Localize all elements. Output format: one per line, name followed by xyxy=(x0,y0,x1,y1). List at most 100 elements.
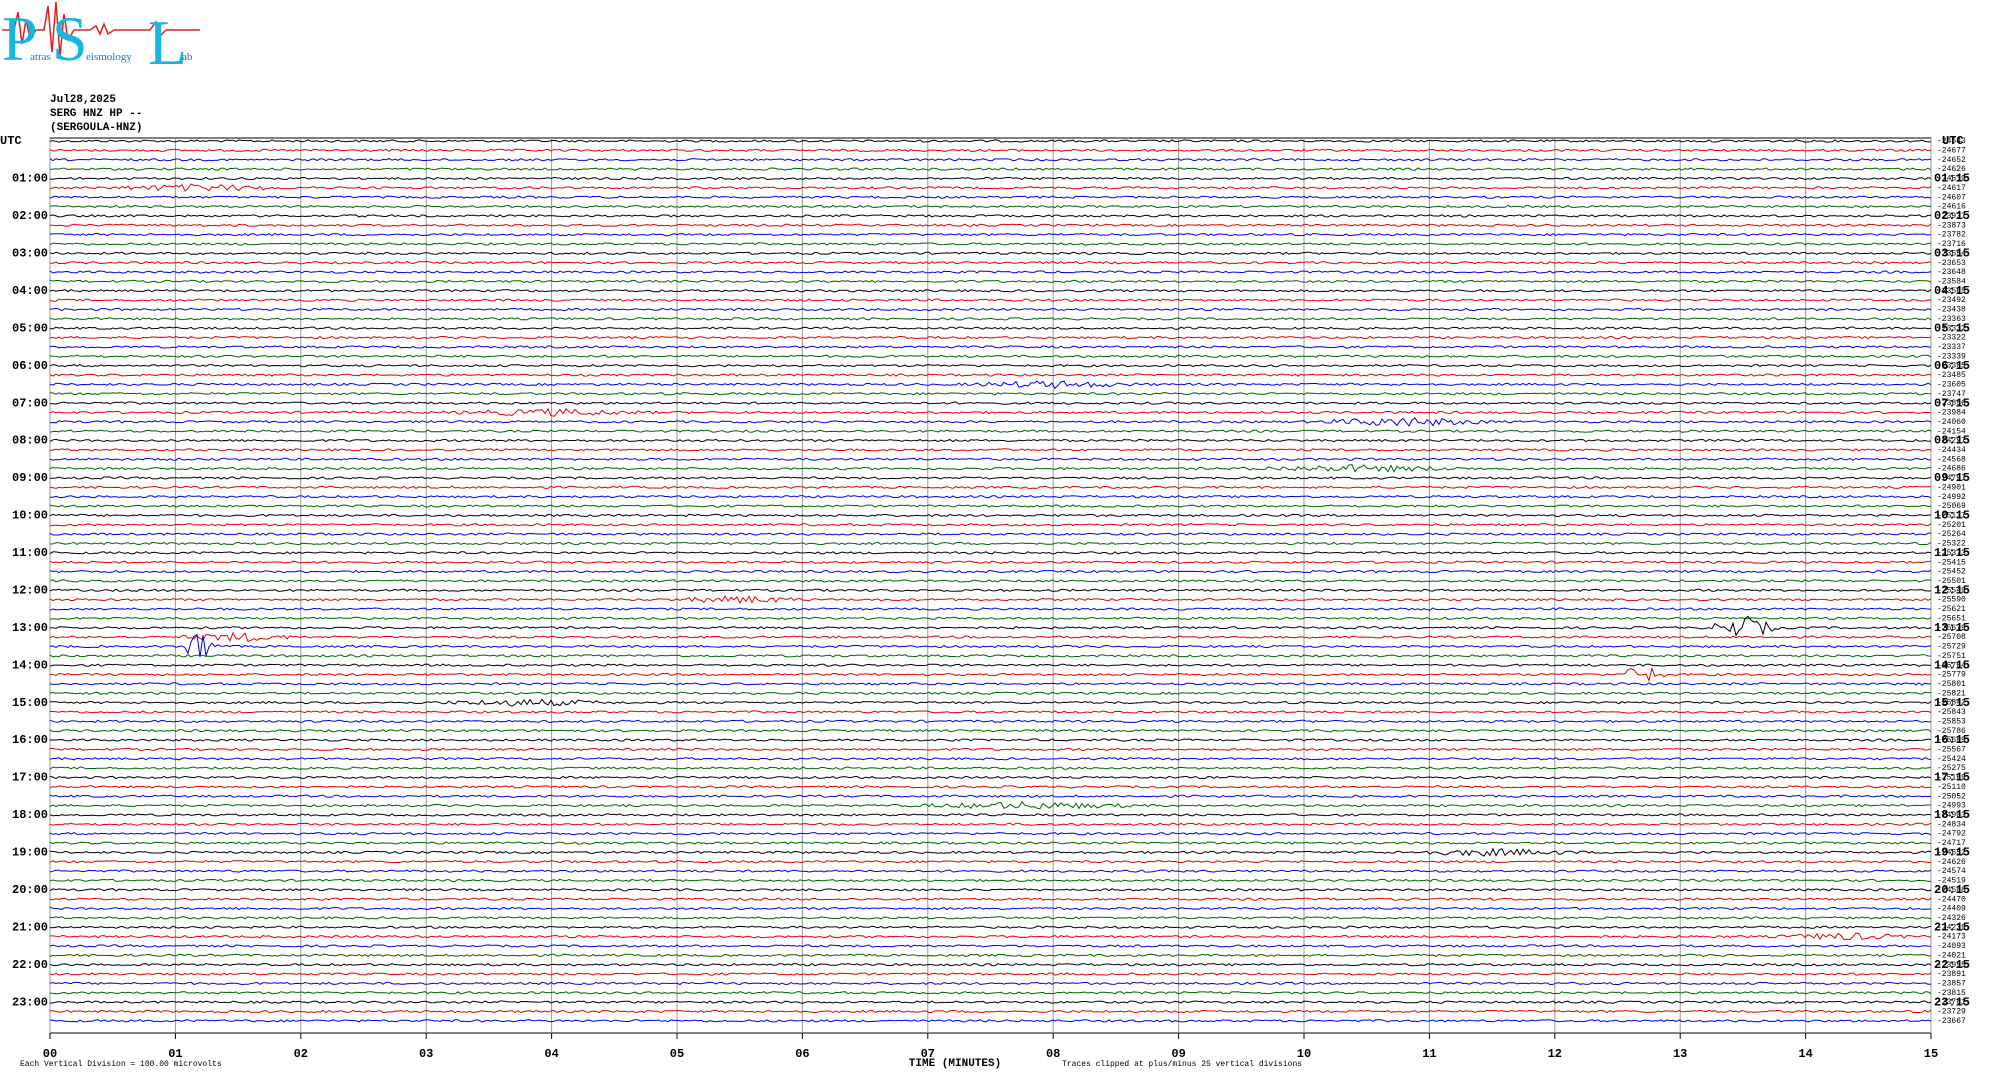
left-hour-label: 04:00 xyxy=(12,284,48,298)
trace xyxy=(49,878,1932,883)
x-tick-label: 04 xyxy=(544,1047,558,1061)
left-hour-label: 01:00 xyxy=(12,172,48,186)
trace xyxy=(49,813,1932,817)
trace xyxy=(49,326,1932,330)
right-hour-label: 15:15 xyxy=(1934,696,1970,710)
offset-label: -24626 xyxy=(1937,858,1966,867)
trace xyxy=(49,595,1932,604)
right-hour-label: 18:15 xyxy=(1934,808,1970,822)
trace xyxy=(49,1009,1932,1014)
offset-label: -24093 xyxy=(1937,942,1966,951)
trace xyxy=(49,214,1932,218)
x-tick-label: 08 xyxy=(1046,1047,1060,1061)
x-tick-label: 15 xyxy=(1924,1047,1938,1061)
offset-label: -23984 xyxy=(1937,409,1966,418)
offset-label: -23716 xyxy=(1937,240,1966,249)
trace xyxy=(49,633,1932,658)
offset-label: -23337 xyxy=(1937,343,1966,352)
offset-label: -25052 xyxy=(1937,792,1966,801)
trace xyxy=(49,822,1932,826)
left-hour-label: 05:00 xyxy=(12,321,48,335)
trace xyxy=(50,223,1932,227)
x-tick-label: 02 xyxy=(294,1047,308,1061)
trace xyxy=(49,158,1932,162)
offset-label: -23653 xyxy=(1937,259,1966,268)
logo-word: eismology xyxy=(86,51,132,63)
traces xyxy=(49,139,1932,1023)
right-hour-label: 06:15 xyxy=(1934,359,1970,373)
offset-label: -25843 xyxy=(1937,708,1966,717)
offset-label: -23781 xyxy=(1937,998,1966,1007)
offset-label: -24626 xyxy=(1937,165,1966,174)
left-hour-label: 12:00 xyxy=(12,583,48,597)
trace xyxy=(49,691,1932,695)
offset-label: -25264 xyxy=(1937,530,1966,539)
offset-label: -24617 xyxy=(1937,184,1966,193)
trace xyxy=(49,279,1932,284)
offset-label: -24652 xyxy=(1937,156,1966,165)
right-hour-label: 17:15 xyxy=(1934,771,1970,785)
right-hour-label: 07:15 xyxy=(1934,396,1970,410)
offset-label: -24154 xyxy=(1937,427,1966,436)
trace xyxy=(49,860,1931,864)
offset-label: -23385 xyxy=(1937,362,1966,371)
offset-label: -24993 xyxy=(1937,802,1966,811)
station-name: (SERGOULA-HNZ) xyxy=(50,122,142,134)
offset-label: -24834 xyxy=(1937,820,1966,829)
offset-label: -25764 xyxy=(1937,661,1966,670)
offset-label: -24903 xyxy=(1937,811,1966,820)
offset-label: -25801 xyxy=(1937,680,1966,689)
logo-word: atras xyxy=(30,51,51,63)
trace xyxy=(49,195,1932,199)
offset-label: -25708 xyxy=(1937,633,1966,642)
offset-label: -24519 xyxy=(1937,877,1966,886)
offset-label: -25110 xyxy=(1937,783,1966,792)
offset-label: -25842 xyxy=(1937,699,1966,708)
trace xyxy=(49,588,1932,592)
offset-label: -25137 xyxy=(1937,512,1966,521)
left-hour-label: 15:00 xyxy=(12,696,48,710)
offset-label: -24434 xyxy=(1937,446,1966,455)
offset-label: -25201 xyxy=(1937,521,1966,530)
offset-label: -25779 xyxy=(1937,671,1966,680)
trace xyxy=(49,380,1932,390)
x-tick-label: 03 xyxy=(419,1047,433,1061)
trace xyxy=(49,579,1932,583)
right-hour-label: 21:15 xyxy=(1934,920,1970,934)
right-hour-label: 04:15 xyxy=(1934,284,1970,298)
offset-label: -25549 xyxy=(1937,586,1966,595)
offset-label: -25501 xyxy=(1937,577,1966,586)
x-tick-label: 13 xyxy=(1673,1047,1687,1061)
right-hour-label: 08:15 xyxy=(1934,434,1970,448)
trace xyxy=(49,363,1932,368)
offset-label: -24797 xyxy=(1937,474,1966,483)
trace xyxy=(49,373,1932,377)
x-tick-label: 14 xyxy=(1798,1047,1812,1061)
trace xyxy=(49,847,1932,857)
right-hour-label: 05:15 xyxy=(1934,321,1970,335)
trace xyxy=(49,335,1932,340)
trace xyxy=(50,401,1932,405)
trace xyxy=(49,307,1932,312)
trace xyxy=(49,698,1932,707)
offset-label: -23438 xyxy=(1937,306,1966,315)
x-tick-label: 09 xyxy=(1171,1047,1185,1061)
offset-label: -24508 xyxy=(1937,886,1966,895)
offset-label: -23782 xyxy=(1937,231,1966,240)
offset-label: -25679 xyxy=(1937,624,1966,633)
trace xyxy=(49,429,1932,433)
trace xyxy=(49,869,1932,873)
offset-label: -24901 xyxy=(1937,483,1966,492)
trace xyxy=(49,560,1932,564)
offset-label: -23667 xyxy=(1937,1017,1966,1026)
offset-label: -23492 xyxy=(1937,296,1966,305)
trace xyxy=(49,962,1932,967)
offset-label: -25424 xyxy=(1937,755,1966,764)
left-hour-label: 13:00 xyxy=(12,621,48,635)
right-hour-label: 14:15 xyxy=(1934,658,1970,672)
right-hour-label: 16:15 xyxy=(1934,733,1970,747)
offset-label: -23857 xyxy=(1937,980,1966,989)
left-hour-label: 07:00 xyxy=(12,396,48,410)
offset-label: -25651 xyxy=(1937,614,1966,623)
